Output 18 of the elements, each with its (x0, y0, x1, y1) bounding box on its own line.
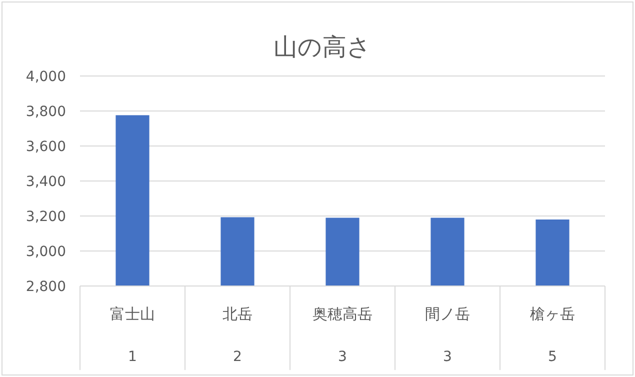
y-tick-label: 3,800 (26, 104, 66, 120)
text: 3 (443, 349, 452, 365)
text: 3 (338, 349, 347, 365)
text: 5 (548, 349, 557, 365)
x-tick-label: 富士山 (110, 305, 155, 323)
y-tick-label: 2,800 (26, 279, 66, 295)
y-tick-label: 3,600 (26, 139, 66, 155)
y-tick-label: 3,000 (26, 244, 66, 260)
y-tick-label: 3,400 (26, 174, 66, 190)
y-tick-label: 3,200 (26, 209, 66, 225)
x-tick-label: 北岳 (222, 305, 252, 323)
text: 2 (233, 349, 242, 365)
x-tick-label: 間ノ岳 (425, 305, 470, 323)
y-tick-label: 4,000 (26, 69, 66, 85)
text: 1 (128, 349, 137, 365)
x-tick-label: 奥穂高岳 (312, 305, 372, 323)
chart-title: 山の高さ (274, 33, 372, 61)
x-tick-label: 槍ヶ岳 (530, 305, 575, 323)
